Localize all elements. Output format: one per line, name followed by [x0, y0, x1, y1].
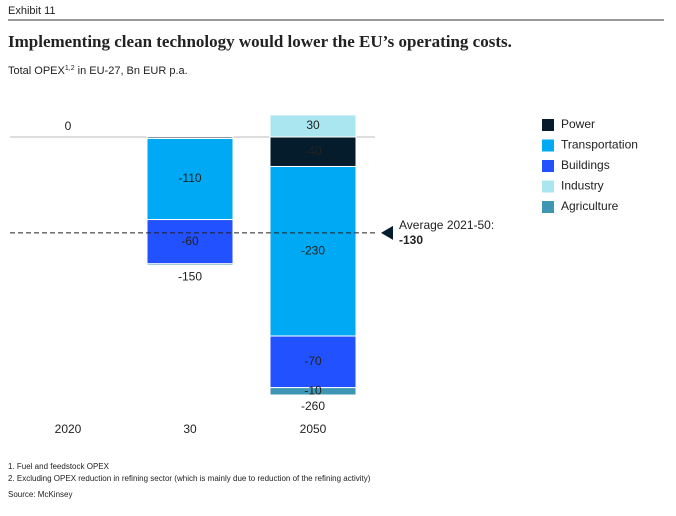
- legend-label: Agriculture: [561, 199, 619, 213]
- legend-swatch: [542, 139, 554, 152]
- legend-swatch: [542, 119, 554, 131]
- total-label: -260: [301, 399, 325, 413]
- average-value: -130: [399, 233, 423, 247]
- bar-segment: [269, 387, 357, 396]
- footnote: 2. Excluding OPEX reduction in refining …: [8, 474, 371, 483]
- x-tick-label: 2020: [55, 422, 82, 436]
- bar-segment: [269, 114, 357, 138]
- bar-segment: [146, 137, 234, 221]
- subtitle-text: Total OPEX: [8, 65, 66, 77]
- legend-label: Power: [561, 117, 595, 131]
- bar-segment: [146, 219, 234, 265]
- legend-swatch: [542, 160, 554, 172]
- legend-swatch: [542, 180, 554, 193]
- average-marker: [381, 225, 393, 240]
- legend-label: Transportation: [561, 138, 638, 152]
- value-label: -230: [301, 243, 325, 257]
- legend-swatch: [542, 201, 554, 213]
- value-label: -110: [178, 171, 201, 185]
- footnote: 1. Fuel and feedstock OPEX: [8, 462, 110, 471]
- legend-label: Buildings: [561, 158, 610, 172]
- value-label: 30: [306, 118, 320, 132]
- subtitle-sup: 1,2: [65, 65, 75, 72]
- x-tick-label: 2050: [300, 422, 327, 436]
- total-label: 0: [65, 119, 72, 133]
- x-tick-label: 30: [183, 422, 197, 436]
- subtitle: Total OPEX1,2 in EU-27, Bn EUR p.a.: [8, 65, 188, 77]
- total-label: -150: [178, 269, 202, 283]
- bar-segment: [269, 165, 357, 337]
- average-label: Average 2021-50:: [399, 218, 494, 232]
- legend-label: Industry: [561, 179, 604, 193]
- bar-segment: [146, 263, 234, 266]
- value-label: -60: [181, 234, 199, 248]
- value-label: -40: [304, 144, 322, 158]
- bar-segment: [269, 335, 357, 389]
- value-label: -10: [304, 383, 322, 397]
- source: Source: McKinsey: [8, 490, 72, 499]
- chart-title: Implementing clean technology would lowe…: [8, 32, 512, 51]
- value-label: -70: [304, 354, 322, 368]
- exhibit: Exhibit 11: [8, 5, 56, 17]
- subtitle-text: in EU-27, Bn EUR p.a.: [75, 65, 188, 77]
